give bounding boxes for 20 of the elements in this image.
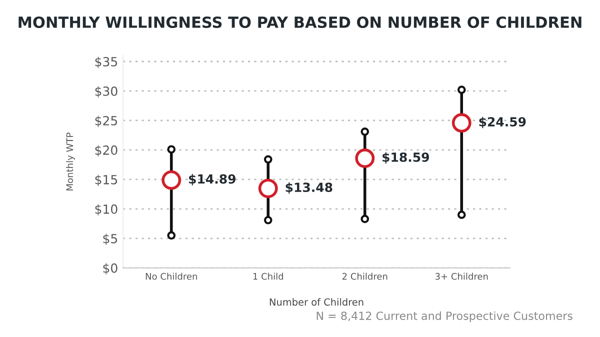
y-tick-label: $30: [95, 86, 118, 98]
y-tick-label: $10: [95, 204, 118, 216]
x-tick-label: 3+ Children: [435, 272, 488, 280]
y-tick-label: $15: [95, 174, 118, 186]
text: N = 8,412 Current and Prospective Customers: [316, 311, 572, 322]
data-label: $13.48: [286, 182, 332, 194]
x-axis-title: Number of Children: [270, 298, 364, 306]
data-label: $14.89: [189, 174, 236, 186]
chart-title: MONTHLY WILLINGNESS TO PAY BASED ON NUMBER OF CHILDREN: [18, 16, 582, 28]
y-tick-label: $35: [95, 56, 118, 68]
y-tick-label: $5: [103, 234, 118, 246]
x-tick-label: 2 Children: [342, 272, 388, 280]
data-label: $18.59: [382, 152, 429, 164]
data-label: $24.59: [479, 116, 526, 128]
x-tick-label: 1 Child: [253, 272, 283, 280]
y-tick-label: $20: [95, 145, 118, 157]
y-tick-label: $0: [103, 263, 118, 274]
y-tick-label: $25: [95, 116, 118, 128]
y-axis-title: Monthly WTP: [66, 132, 75, 190]
x-tick-label: No Children: [146, 272, 197, 280]
